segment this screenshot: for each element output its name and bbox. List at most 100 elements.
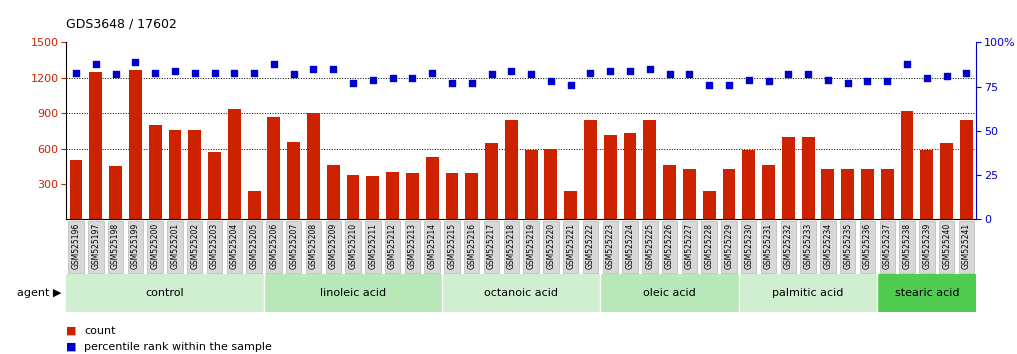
Text: GDS3648 / 17602: GDS3648 / 17602 [66, 18, 177, 31]
Text: GSM525219: GSM525219 [527, 223, 536, 269]
FancyBboxPatch shape [325, 221, 341, 273]
Bar [228, 109, 241, 219]
Text: GSM525196: GSM525196 [71, 223, 80, 269]
Text: GSM525228: GSM525228 [705, 223, 714, 269]
Bar [445, 173, 459, 219]
Bar [960, 120, 973, 219]
Bar [326, 165, 340, 219]
Text: GSM525220: GSM525220 [546, 223, 555, 269]
FancyBboxPatch shape [384, 221, 401, 273]
Bar [762, 165, 775, 219]
Text: GSM525202: GSM525202 [190, 223, 199, 269]
Text: agent ▶: agent ▶ [16, 288, 61, 298]
Point [147, 70, 164, 75]
Bar [267, 117, 281, 219]
Point [523, 72, 539, 77]
FancyBboxPatch shape [346, 221, 361, 273]
Text: count: count [84, 326, 116, 336]
Bar [89, 72, 103, 219]
Bar [366, 176, 379, 219]
Point [108, 72, 124, 77]
FancyBboxPatch shape [721, 221, 736, 273]
Text: GSM525204: GSM525204 [230, 223, 239, 269]
Text: GSM525225: GSM525225 [646, 223, 654, 269]
FancyBboxPatch shape [563, 221, 579, 273]
FancyBboxPatch shape [602, 221, 618, 273]
FancyBboxPatch shape [405, 221, 420, 273]
Point [661, 72, 677, 77]
Bar [544, 149, 557, 219]
Text: stearic acid: stearic acid [895, 288, 959, 298]
Text: GSM525213: GSM525213 [408, 223, 417, 269]
FancyBboxPatch shape [820, 221, 836, 273]
Bar [801, 137, 815, 219]
FancyBboxPatch shape [68, 221, 83, 273]
Text: GSM525233: GSM525233 [803, 223, 813, 269]
Bar [901, 111, 913, 219]
Point [721, 82, 737, 88]
FancyBboxPatch shape [167, 221, 183, 273]
Bar [148, 125, 162, 219]
Text: GSM525205: GSM525205 [249, 223, 258, 269]
Bar [683, 169, 696, 219]
Point [583, 70, 599, 75]
Point [681, 72, 698, 77]
Text: GSM525227: GSM525227 [684, 223, 694, 269]
Text: GSM525215: GSM525215 [447, 223, 457, 269]
Point [939, 73, 955, 79]
Bar [782, 137, 794, 219]
Text: linoleic acid: linoleic acid [320, 288, 386, 298]
Bar [347, 175, 359, 219]
FancyBboxPatch shape [880, 221, 895, 273]
Point [424, 70, 440, 75]
Point [325, 66, 342, 72]
Text: GSM525236: GSM525236 [863, 223, 872, 269]
Point [879, 79, 895, 84]
Text: GSM525201: GSM525201 [171, 223, 179, 269]
FancyBboxPatch shape [484, 221, 499, 273]
Text: ■: ■ [66, 342, 76, 352]
Point [761, 79, 777, 84]
Text: GSM525216: GSM525216 [467, 223, 476, 269]
FancyBboxPatch shape [464, 221, 479, 273]
Bar [861, 169, 874, 219]
Bar [69, 160, 82, 219]
Text: GSM525230: GSM525230 [744, 223, 754, 269]
Bar [466, 173, 478, 219]
Text: GSM525197: GSM525197 [92, 223, 101, 269]
FancyBboxPatch shape [859, 221, 876, 273]
Text: GSM525241: GSM525241 [962, 223, 971, 269]
Point [186, 70, 202, 75]
FancyBboxPatch shape [681, 221, 697, 273]
Point [503, 68, 520, 74]
Point [840, 80, 856, 86]
FancyBboxPatch shape [583, 221, 598, 273]
Point [622, 68, 639, 74]
Bar [584, 120, 597, 219]
Text: oleic acid: oleic acid [643, 288, 696, 298]
Bar [188, 130, 201, 219]
Point [958, 70, 974, 75]
Bar [881, 169, 894, 219]
FancyBboxPatch shape [662, 221, 677, 273]
Point [562, 82, 579, 88]
Text: GSM525210: GSM525210 [349, 223, 358, 269]
Text: GSM525229: GSM525229 [724, 223, 733, 269]
Point [305, 66, 321, 72]
FancyBboxPatch shape [286, 221, 301, 273]
FancyBboxPatch shape [781, 221, 796, 273]
FancyBboxPatch shape [187, 221, 202, 273]
FancyBboxPatch shape [622, 221, 638, 273]
Point [543, 79, 559, 84]
Point [404, 75, 420, 81]
Text: GSM525232: GSM525232 [784, 223, 793, 269]
Text: percentile rank within the sample: percentile rank within the sample [84, 342, 273, 352]
Point [780, 72, 796, 77]
FancyBboxPatch shape [227, 221, 242, 273]
Text: GSM525240: GSM525240 [942, 223, 951, 269]
Point [602, 68, 618, 74]
Bar [248, 191, 260, 219]
Point [167, 68, 183, 74]
Bar [663, 165, 676, 219]
Bar [129, 70, 141, 219]
